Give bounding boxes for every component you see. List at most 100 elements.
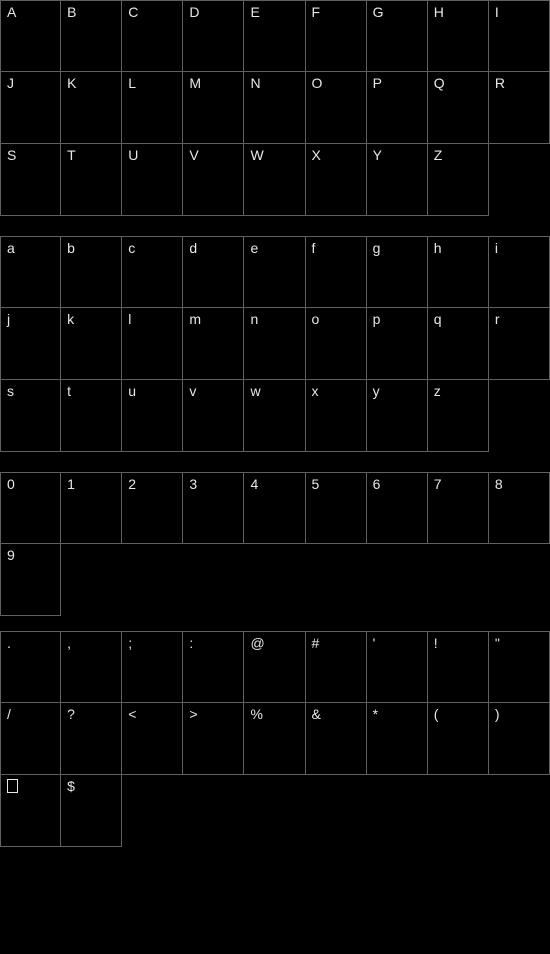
glyph-label: r [495, 312, 500, 326]
glyph-cell: ! [428, 631, 489, 703]
glyph-cell: Y [367, 144, 428, 216]
glyph-cell: O [306, 72, 367, 144]
glyph-cell: t [61, 380, 122, 452]
glyph-cell: ( [428, 703, 489, 775]
glyph-cell: P [367, 72, 428, 144]
glyph-cell: z [428, 380, 489, 452]
glyph-label: @ [250, 636, 264, 650]
glyph-cell: ) [489, 703, 550, 775]
glyph-label: o [312, 312, 320, 326]
glyph-cell: X [306, 144, 367, 216]
glyph-cell: A [0, 0, 61, 72]
glyph-label: 9 [7, 548, 15, 562]
glyph-label: & [312, 707, 321, 721]
glyph-cell: L [122, 72, 183, 144]
glyph-cell: 3 [183, 472, 244, 544]
glyph-label: k [67, 312, 74, 326]
glyph-label: b [67, 241, 75, 255]
glyph-label: . [7, 636, 11, 650]
glyph-cell: l [122, 308, 183, 380]
glyph-label: a [7, 241, 15, 255]
glyph-label: E [250, 5, 259, 19]
glyph-label: K [67, 76, 76, 90]
glyph-label: ( [434, 707, 439, 721]
glyph-label: % [250, 707, 262, 721]
glyph-label: < [128, 707, 136, 721]
glyph-label: R [495, 76, 505, 90]
charmap-uppercase: A B C D E F G H I [0, 0, 550, 72]
glyph-label: U [128, 148, 138, 162]
glyph-cell: Q [428, 72, 489, 144]
glyph-label: O [312, 76, 323, 90]
glyph-cell-empty [183, 544, 244, 616]
glyph-cell: e [244, 236, 305, 308]
glyph-cell: b [61, 236, 122, 308]
glyph-label: j [7, 312, 10, 326]
glyph-cell-empty [61, 544, 122, 616]
glyph-cell: ? [61, 703, 122, 775]
glyph-cell: p [367, 308, 428, 380]
glyph-cell: H [428, 0, 489, 72]
charmap-symbols: . , ; : @ # ' ! " [0, 631, 550, 703]
glyph-cell: o [306, 308, 367, 380]
glyph-label: t [67, 384, 71, 398]
glyph-label: X [312, 148, 321, 162]
glyph-cell-empty [306, 775, 367, 847]
glyph-label: s [7, 384, 14, 398]
glyph-cell: & [306, 703, 367, 775]
glyph-cell-empty [122, 544, 183, 616]
glyph-cell: n [244, 308, 305, 380]
charmap-digits-row2: 9 [0, 544, 550, 616]
glyph-missing-icon [7, 779, 18, 795]
glyph-label: q [434, 312, 442, 326]
glyph-label: D [189, 5, 199, 19]
glyph-cell: W [244, 144, 305, 216]
glyph-cell: $ [61, 775, 122, 847]
glyph-cell: u [122, 380, 183, 452]
glyph-cell: * [367, 703, 428, 775]
glyph-label: x [312, 384, 319, 398]
glyph-cell: a [0, 236, 61, 308]
glyph-cell: " [489, 631, 550, 703]
glyph-cell: q [428, 308, 489, 380]
glyph-label: 1 [67, 477, 75, 491]
glyph-label: " [495, 636, 500, 650]
glyph-cell: 4 [244, 472, 305, 544]
glyph-cell: m [183, 308, 244, 380]
charmap-lowercase: a b c d e f g h i [0, 236, 550, 308]
glyph-cell: < [122, 703, 183, 775]
glyph-label: e [250, 241, 258, 255]
glyph-cell: G [367, 0, 428, 72]
glyph-label: V [189, 148, 198, 162]
glyph-cell: T [61, 144, 122, 216]
glyph-cell: d [183, 236, 244, 308]
glyph-label: 0 [7, 477, 15, 491]
glyph-label: ' [373, 636, 376, 650]
glyph-label: C [128, 5, 138, 19]
glyph-cell: V [183, 144, 244, 216]
glyph-cell: i [489, 236, 550, 308]
glyph-cell: . [0, 631, 61, 703]
glyph-cell: 5 [306, 472, 367, 544]
glyph-label: , [67, 636, 71, 650]
glyph-label: / [7, 707, 11, 721]
glyph-cell-empty [367, 544, 428, 616]
glyph-label: v [189, 384, 196, 398]
glyph-label: 2 [128, 477, 136, 491]
glyph-cell: J [0, 72, 61, 144]
glyph-label: h [434, 241, 442, 255]
glyph-cell: f [306, 236, 367, 308]
glyph-cell-empty [367, 775, 428, 847]
glyph-cell-empty [244, 775, 305, 847]
glyph-label: d [189, 241, 197, 255]
glyph-label: 5 [312, 477, 320, 491]
glyph-cell-empty [489, 144, 550, 216]
glyph-cell [0, 775, 61, 847]
glyph-label: f [312, 241, 316, 255]
glyph-cell: y [367, 380, 428, 452]
glyph-label: c [128, 241, 135, 255]
glyph-label: ) [495, 707, 500, 721]
glyph-cell: K [61, 72, 122, 144]
glyph-cell: v [183, 380, 244, 452]
glyph-label: A [7, 5, 16, 19]
